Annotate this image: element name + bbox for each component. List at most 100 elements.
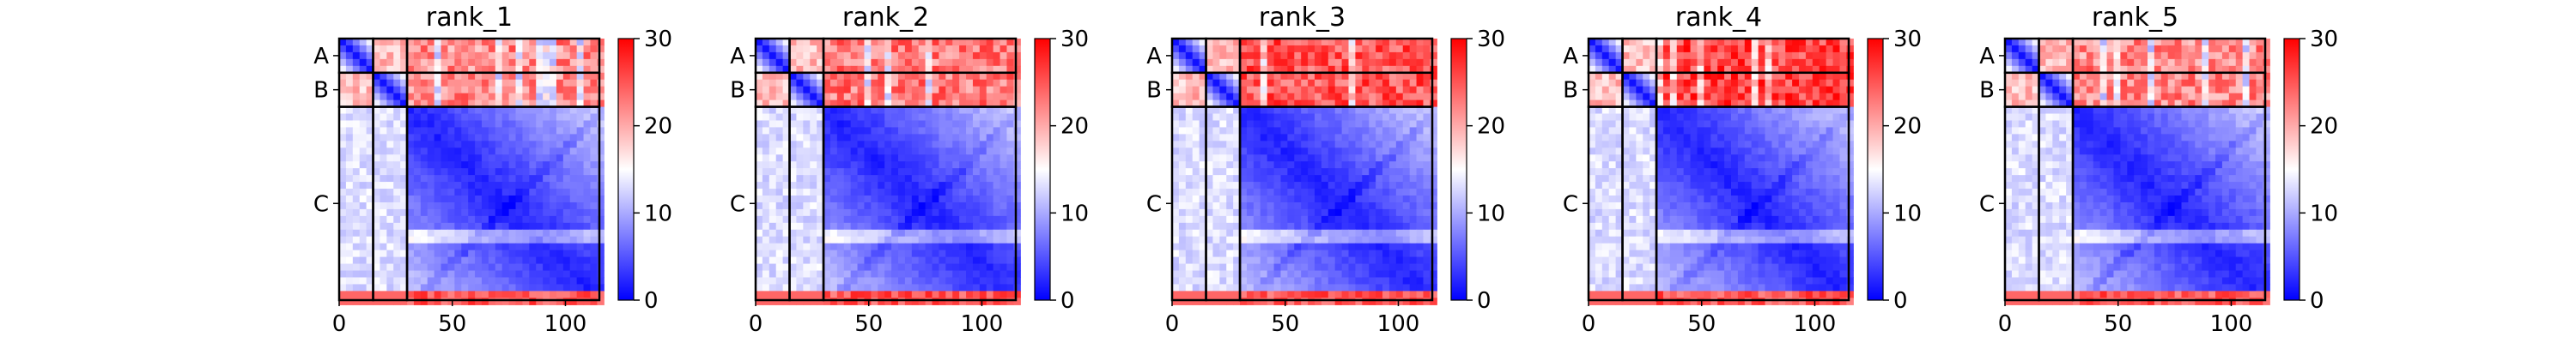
heatmap-cell <box>796 222 804 231</box>
heatmap-cell <box>380 161 387 169</box>
heatmap-cell <box>550 168 557 176</box>
heatmap-cell <box>1334 127 1343 135</box>
heatmap-cell <box>959 79 967 87</box>
heatmap-cell <box>1369 263 1376 272</box>
heatmap-cell <box>543 93 550 101</box>
heatmap-cell <box>959 120 967 129</box>
heatmap-cell <box>932 202 940 210</box>
heatmap-cell <box>1321 120 1329 129</box>
heatmap-cell <box>556 45 564 53</box>
heatmap-cell <box>775 99 784 108</box>
heatmap-cell <box>1013 208 1021 217</box>
heatmap-cell <box>884 134 892 141</box>
heatmap-cell <box>366 208 374 217</box>
heatmap-cell <box>427 215 435 224</box>
heatmap-cell <box>475 127 483 135</box>
heatmap-cell <box>1240 256 1248 265</box>
heatmap-cell <box>1260 256 1268 265</box>
heatmap-cell <box>386 208 394 217</box>
heatmap-cell <box>345 161 354 169</box>
heatmap-cell <box>407 147 415 155</box>
heatmap-cell <box>352 93 361 101</box>
heatmap-cell <box>1423 45 1431 53</box>
heatmap-cell <box>1321 189 1329 196</box>
heatmap-cell <box>562 154 571 162</box>
heatmap-cell <box>461 72 469 81</box>
heatmap-cell <box>932 58 940 67</box>
heatmap-cell <box>522 243 530 251</box>
heatmap-cell <box>597 45 605 53</box>
heatmap-cell <box>393 168 401 176</box>
heatmap-cell <box>386 45 394 53</box>
heatmap-cell <box>536 208 544 217</box>
heatmap-cell <box>380 141 387 148</box>
heatmap-cell <box>1212 298 1220 305</box>
heatmap-cell <box>1430 113 1437 122</box>
heatmap-cell <box>796 175 804 183</box>
heatmap-cell <box>359 147 368 155</box>
heatmap-cell <box>878 39 885 46</box>
heatmap-cell <box>1423 65 1431 74</box>
heatmap-cell <box>495 189 503 196</box>
heatmap-cell <box>1013 291 1021 298</box>
heatmap-cell <box>864 291 872 298</box>
heatmap-cell <box>1185 189 1194 196</box>
heatmap-cell <box>1308 202 1315 210</box>
heatmap-cell <box>1226 189 1234 196</box>
heatmap-cell <box>817 79 824 87</box>
heatmap-cell <box>434 277 442 286</box>
heatmap-cell <box>447 127 455 135</box>
heatmap-cell <box>386 202 394 210</box>
heatmap-cell <box>1192 215 1200 224</box>
heatmap-cell <box>434 250 442 258</box>
heatmap-cell <box>468 175 476 183</box>
heatmap-cell <box>495 39 503 46</box>
heatmap-cell <box>543 208 550 217</box>
heatmap-cell <box>420 168 428 176</box>
heatmap-cell <box>1717 51 1725 60</box>
heatmap-cell <box>1212 182 1220 190</box>
heatmap-cell <box>413 134 422 141</box>
heatmap-cell <box>1192 270 1200 279</box>
heatmap-cell <box>400 147 408 155</box>
heatmap-cell <box>1334 51 1343 60</box>
heatmap-cell <box>993 250 1001 258</box>
heatmap-cell <box>475 256 483 265</box>
heatmap-cell <box>932 127 940 135</box>
heatmap-cell <box>481 189 489 196</box>
heatmap-cell <box>522 147 530 155</box>
heatmap-cell <box>1321 99 1329 108</box>
heatmap-cell <box>522 65 530 74</box>
heatmap-cell <box>1649 72 1657 81</box>
heatmap-cell <box>939 222 946 231</box>
heatmap-cell <box>1595 86 1603 94</box>
heatmap-cell <box>1253 93 1261 101</box>
heatmap-cell <box>878 196 885 203</box>
heatmap-cell <box>775 182 784 190</box>
heatmap-cell <box>769 39 777 46</box>
heatmap-cell <box>420 93 428 101</box>
heatmap-cell <box>1308 120 1315 129</box>
heatmap-cell <box>1321 215 1329 224</box>
heatmap-cell <box>515 58 524 67</box>
heatmap-cell <box>1423 58 1431 67</box>
heatmap-cell <box>508 45 517 53</box>
heatmap-cell <box>475 189 483 196</box>
heatmap-cell <box>562 298 571 305</box>
heatmap-cell <box>1206 263 1214 272</box>
heatmap-cell <box>427 175 435 183</box>
heatmap-cell <box>769 161 777 169</box>
heatmap-cell <box>380 270 387 279</box>
heatmap-cell <box>1314 298 1322 305</box>
heatmap-cell <box>556 113 564 122</box>
heatmap-cell <box>1206 86 1214 94</box>
heatmap-cell <box>447 263 455 272</box>
heatmap-cell <box>1608 39 1617 46</box>
heatmap-cell <box>1013 189 1021 196</box>
heatmap-cell <box>1388 72 1397 81</box>
heatmap-cell <box>891 196 899 203</box>
heatmap-cell <box>762 256 770 265</box>
heatmap-cell <box>850 39 859 46</box>
heatmap-cell <box>597 86 605 94</box>
heatmap-cell <box>1301 263 1309 272</box>
